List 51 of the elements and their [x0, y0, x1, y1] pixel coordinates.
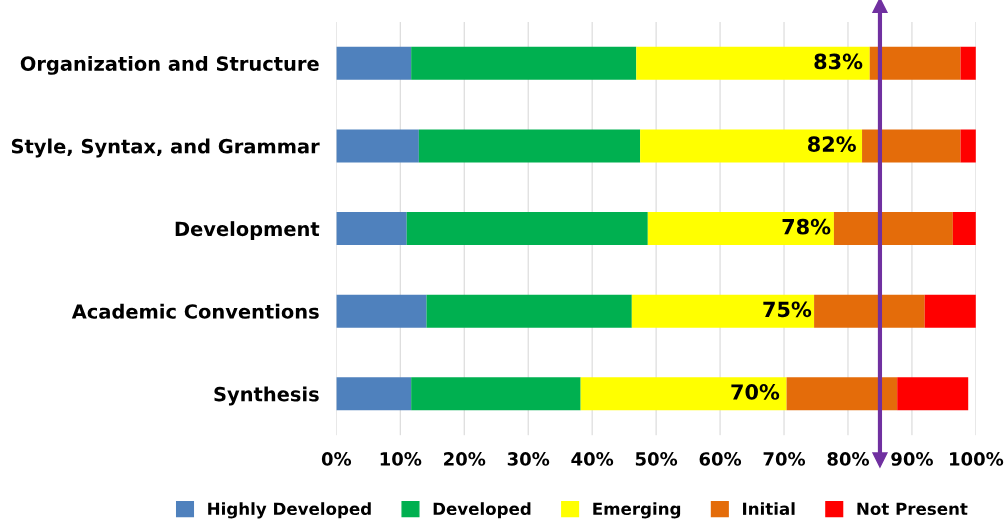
bar — [960, 46, 976, 80]
bar — [418, 129, 641, 163]
bar — [833, 212, 953, 246]
legend-label: Highly Developed — [208, 502, 371, 519]
legend-label: Not Present — [857, 502, 968, 516]
annotation: 75% — [763, 301, 812, 318]
bar — [862, 129, 961, 163]
x-tick-label: 100% — [950, 452, 1004, 466]
y-tick-label: Academic Conventions — [71, 303, 319, 319]
bar — [336, 129, 419, 163]
x-tick-label: 90% — [891, 452, 933, 466]
x-tick-label: 40% — [571, 452, 614, 466]
y-tick-label: Organization and Structure — [20, 55, 319, 75]
y-tick-label: Development — [175, 221, 320, 240]
bar — [786, 377, 898, 411]
bar — [640, 129, 863, 163]
bar — [924, 294, 976, 328]
x-tick-label: 10% — [380, 452, 422, 466]
x-tick-label: 60% — [699, 452, 742, 466]
bar — [426, 294, 632, 328]
bar — [814, 294, 925, 328]
legend-label: Initial — [743, 502, 795, 516]
bar — [631, 294, 815, 328]
bar — [960, 129, 976, 163]
annotation: 78% — [782, 218, 831, 235]
legend-label: Emerging — [593, 502, 681, 519]
x-tick-label: 20% — [444, 452, 486, 466]
bar — [411, 377, 581, 411]
bar — [336, 294, 427, 328]
annotation: 70% — [731, 384, 780, 400]
bar — [897, 377, 969, 411]
bar — [336, 377, 412, 411]
legend-label: Developed — [433, 502, 531, 519]
x-tick-label: 50% — [635, 452, 678, 466]
y-tick-label: Style, Syntax, and Grammar — [11, 138, 320, 158]
x-tick-label: 80% — [827, 452, 870, 466]
x-tick-label: 0% — [321, 452, 352, 466]
annotation: 83% — [814, 53, 863, 70]
bar — [406, 212, 648, 246]
annotation: 82% — [808, 136, 856, 152]
y-tick-label: Synthesis — [214, 386, 319, 406]
bar — [869, 46, 961, 80]
bar — [636, 46, 870, 80]
bar — [336, 46, 412, 80]
bar — [411, 46, 637, 80]
bar — [580, 377, 787, 411]
bar — [336, 212, 407, 246]
x-tick-label: 70% — [763, 452, 806, 466]
bar — [647, 212, 834, 246]
x-tick-label: 30% — [507, 452, 550, 466]
bar — [952, 212, 976, 246]
